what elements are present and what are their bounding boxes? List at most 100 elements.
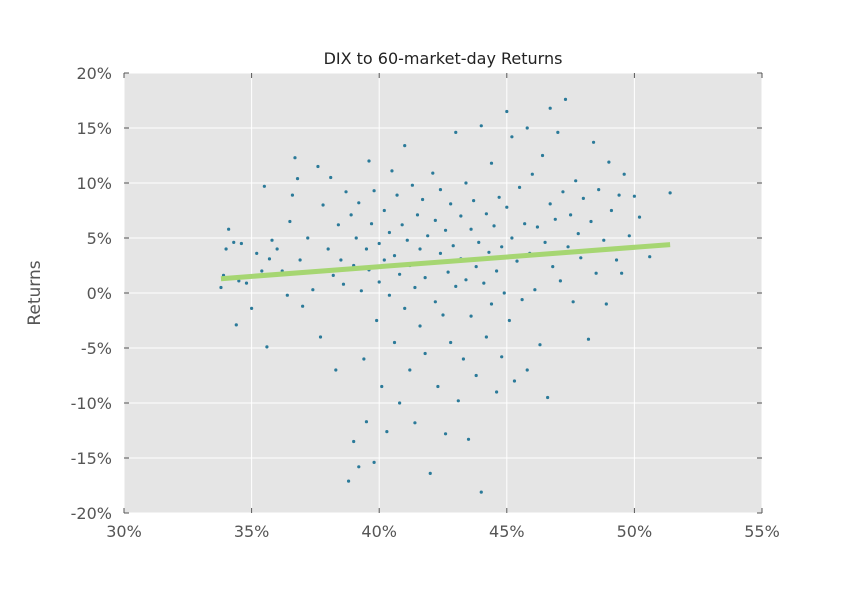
data-point: [510, 236, 514, 240]
data-point: [525, 126, 529, 130]
data-point: [533, 288, 537, 292]
chart-title: DIX to 60-market-day Returns: [324, 49, 563, 68]
data-point: [523, 222, 527, 226]
data-point: [474, 373, 478, 378]
data-point: [433, 218, 437, 222]
data-point: [219, 285, 223, 290]
data-point: [387, 230, 392, 235]
y-tick-label: 5%: [87, 229, 112, 248]
data-point: [405, 238, 409, 242]
data-point: [517, 185, 522, 189]
data-point: [418, 324, 422, 328]
data-point: [420, 197, 425, 202]
data-point: [548, 106, 552, 110]
data-point: [372, 460, 376, 464]
data-point: [579, 256, 583, 260]
data-point: [607, 160, 611, 164]
data-point: [594, 271, 598, 275]
data-point: [346, 479, 351, 483]
data-point: [398, 272, 402, 276]
data-point: [446, 270, 450, 274]
x-tick-label: 35%: [234, 522, 270, 541]
data-point: [464, 181, 468, 185]
data-point: [566, 245, 570, 249]
data-point: [260, 269, 264, 273]
data-point: [227, 227, 231, 231]
data-point: [288, 219, 292, 224]
data-point: [352, 439, 356, 444]
data-point: [456, 399, 460, 403]
x-tick-label: 40%: [361, 522, 397, 541]
data-point: [609, 208, 614, 213]
data-point: [413, 285, 417, 290]
data-point: [354, 236, 358, 240]
data-point: [423, 276, 427, 280]
data-point: [617, 193, 621, 197]
data-point: [484, 335, 488, 339]
data-point: [262, 184, 266, 188]
data-point: [357, 201, 361, 205]
data-point: [563, 97, 568, 101]
data-point: [505, 205, 509, 209]
data-point: [250, 306, 254, 310]
data-point: [290, 193, 295, 197]
data-point: [520, 298, 524, 302]
data-point: [614, 258, 619, 262]
data-point: [525, 368, 529, 372]
data-point: [591, 140, 596, 144]
x-tick-label: 55%: [744, 522, 780, 541]
y-tick-label: -10%: [71, 394, 112, 413]
data-point: [576, 232, 580, 236]
data-point: [474, 265, 478, 269]
data-point: [466, 437, 471, 441]
data-point: [385, 430, 389, 434]
data-point: [589, 219, 593, 224]
x-tick-label: 50%: [617, 522, 653, 541]
data-point: [487, 250, 491, 254]
data-point: [403, 144, 407, 148]
data-point: [255, 251, 259, 255]
data-point: [515, 259, 519, 263]
data-point: [492, 224, 496, 228]
y-tick-label: 15%: [76, 119, 112, 138]
data-point: [454, 284, 458, 288]
data-point: [377, 241, 381, 246]
data-point: [627, 234, 631, 238]
data-point: [484, 212, 488, 216]
data-point: [482, 281, 486, 285]
y-tick-label: -5%: [81, 339, 112, 358]
data-point: [454, 130, 458, 134]
y-tick-label: 0%: [87, 284, 112, 303]
data-point: [382, 208, 386, 213]
data-point: [377, 280, 381, 284]
data-point: [497, 195, 501, 199]
data-point: [556, 130, 560, 134]
data-point: [443, 432, 448, 436]
data-point: [339, 258, 343, 262]
data-point: [494, 390, 499, 394]
data-point: [344, 190, 348, 194]
data-point: [469, 314, 473, 318]
y-tick-label: -20%: [71, 504, 112, 523]
data-point: [574, 179, 578, 183]
x-axis-tick-labels: 30% 35% 40% 45% 50% 55%: [106, 522, 780, 541]
data-point: [415, 213, 420, 217]
x-tick-label: 30%: [106, 522, 142, 541]
data-point: [359, 289, 363, 293]
data-point: [318, 335, 323, 339]
data-point: [224, 247, 228, 251]
data-point: [403, 306, 407, 310]
y-tick-label: 10%: [76, 174, 112, 193]
y-axis-label: Returns: [25, 260, 45, 325]
data-point: [398, 401, 402, 405]
data-point: [298, 258, 302, 262]
data-point: [293, 156, 297, 160]
data-point: [500, 245, 504, 249]
data-point: [530, 172, 534, 176]
data-point: [329, 175, 333, 180]
data-point: [507, 318, 511, 323]
data-point: [443, 228, 448, 232]
data-point: [438, 251, 443, 255]
y-tick-label: -15%: [71, 449, 112, 468]
data-point: [632, 194, 637, 198]
